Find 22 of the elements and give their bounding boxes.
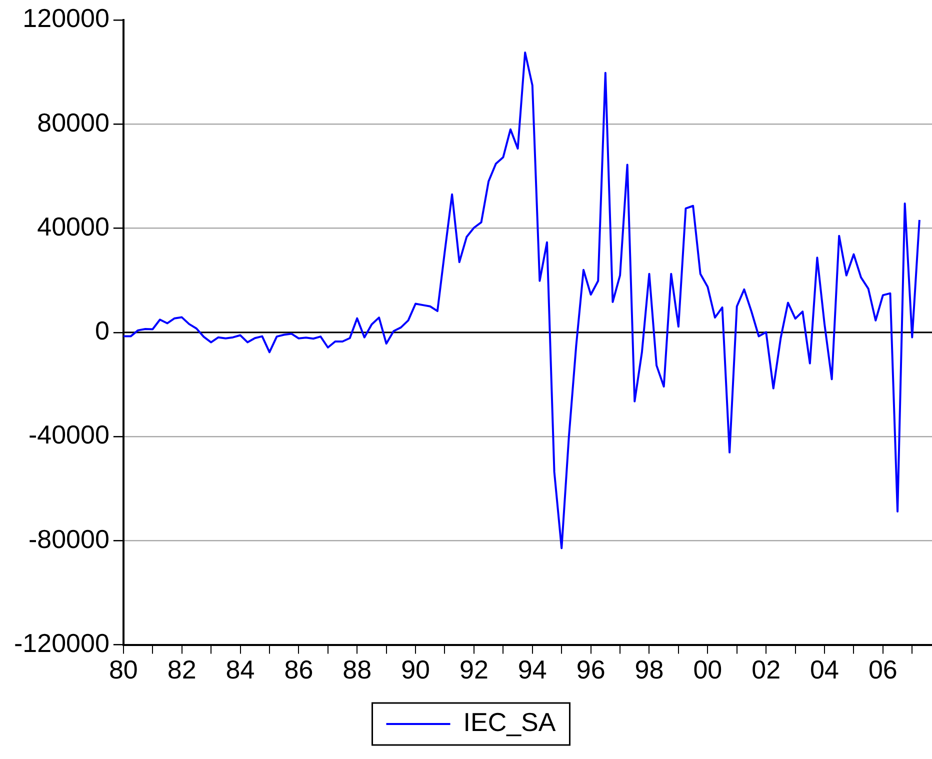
- y-tick-label: -80000: [28, 524, 110, 554]
- x-tick-label: 86: [284, 654, 314, 685]
- x-tick-label: 88: [342, 654, 372, 685]
- y-tick-label: 40000: [37, 211, 110, 242]
- x-tick-label: 82: [167, 654, 196, 685]
- x-tick-label: 00: [693, 654, 722, 685]
- x-tick-label: 94: [518, 654, 547, 685]
- x-tick-label: 06: [868, 654, 898, 685]
- x-tick-label: 92: [460, 654, 488, 685]
- y-tick-label: -120000: [14, 628, 110, 658]
- y-tick-label: 120000: [22, 3, 110, 34]
- legend-label: IEC_SA: [463, 707, 556, 738]
- y-tick-label: 0: [94, 316, 110, 346]
- y-tick-label: -40000: [28, 420, 110, 450]
- x-tick-label: 80: [108, 654, 138, 685]
- x-tick-label: 98: [634, 654, 664, 685]
- x-tick-label: 02: [752, 654, 781, 685]
- x-tick-label: 04: [810, 654, 839, 685]
- x-tick-label: 96: [576, 654, 606, 685]
- x-tick-label: 84: [226, 654, 255, 685]
- y-tick-label: 80000: [37, 107, 110, 138]
- x-tick-label: 90: [401, 654, 430, 685]
